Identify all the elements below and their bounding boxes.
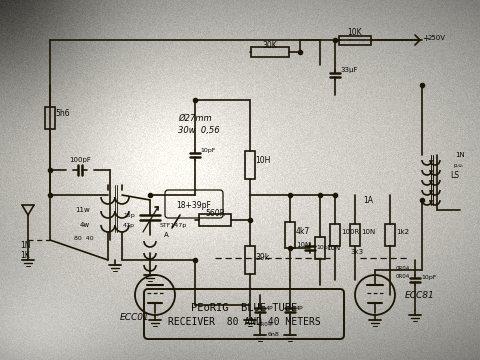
Text: 11w: 11w <box>75 207 90 213</box>
Text: 4P: 4P <box>266 306 274 310</box>
Bar <box>245 151 255 179</box>
Text: 10pF: 10pF <box>200 148 216 153</box>
Text: 100R: 100R <box>341 229 359 235</box>
Text: 30w  0,56: 30w 0,56 <box>178 126 220 135</box>
Bar <box>285 222 295 248</box>
Bar <box>199 214 231 226</box>
Text: 0R04: 0R04 <box>396 266 410 270</box>
Text: 4w: 4w <box>80 222 90 228</box>
Text: 10pF: 10pF <box>316 246 331 251</box>
Text: 4k7: 4k7 <box>296 228 310 237</box>
Text: 10N: 10N <box>361 229 375 235</box>
Text: ECC01: ECC01 <box>120 314 150 323</box>
Bar <box>385 224 395 246</box>
Text: 5h6: 5h6 <box>55 108 70 117</box>
Text: RECEIVER  80 AND 40 METERS: RECEIVER 80 AND 40 METERS <box>168 317 320 327</box>
Text: Ø27mm: Ø27mm <box>178 113 212 122</box>
Text: A: A <box>164 232 169 238</box>
Text: p.u.: p.u. <box>453 162 464 167</box>
Text: 10N: 10N <box>326 245 340 251</box>
Bar <box>245 246 255 274</box>
Text: 4P: 4P <box>296 306 304 310</box>
Text: 1N: 1N <box>455 152 465 158</box>
Bar <box>251 47 289 57</box>
Text: PEoRIG  BLUE TUBE: PEoRIG BLUE TUBE <box>191 303 297 313</box>
Bar <box>350 224 360 246</box>
Bar <box>330 224 340 246</box>
Text: 10pF: 10pF <box>421 275 436 280</box>
Text: 18+39pF: 18+39pF <box>177 201 211 210</box>
Text: 39k: 39k <box>255 253 269 262</box>
Text: 0R04: 0R04 <box>258 323 272 328</box>
Bar <box>339 36 371 45</box>
Text: 560R: 560R <box>205 208 225 217</box>
Text: 100pF: 100pF <box>69 157 91 163</box>
Text: 10K: 10K <box>348 27 362 36</box>
Text: +: + <box>422 33 429 42</box>
Text: 1K: 1K <box>20 251 30 260</box>
Text: 15p: 15p <box>123 212 135 217</box>
Bar <box>45 107 55 129</box>
Text: 80  40: 80 40 <box>74 235 94 240</box>
Text: 1A: 1A <box>363 195 373 204</box>
Text: 1N: 1N <box>20 240 31 249</box>
Text: ECC81: ECC81 <box>405 291 435 300</box>
Text: 0R04: 0R04 <box>396 274 410 279</box>
Bar <box>315 237 325 259</box>
Text: 3k3: 3k3 <box>350 249 363 255</box>
Text: 6n8: 6n8 <box>267 333 279 338</box>
Text: 250V: 250V <box>428 35 446 41</box>
Text: 33μF: 33μF <box>340 67 358 73</box>
Text: 10H: 10H <box>255 156 270 165</box>
Text: 10N: 10N <box>296 242 310 248</box>
Text: LS: LS <box>450 171 459 180</box>
Text: STF147p: STF147p <box>160 222 187 228</box>
Text: 1k2: 1k2 <box>396 229 409 235</box>
Text: 47p: 47p <box>123 222 135 228</box>
Text: 30K: 30K <box>263 41 277 50</box>
